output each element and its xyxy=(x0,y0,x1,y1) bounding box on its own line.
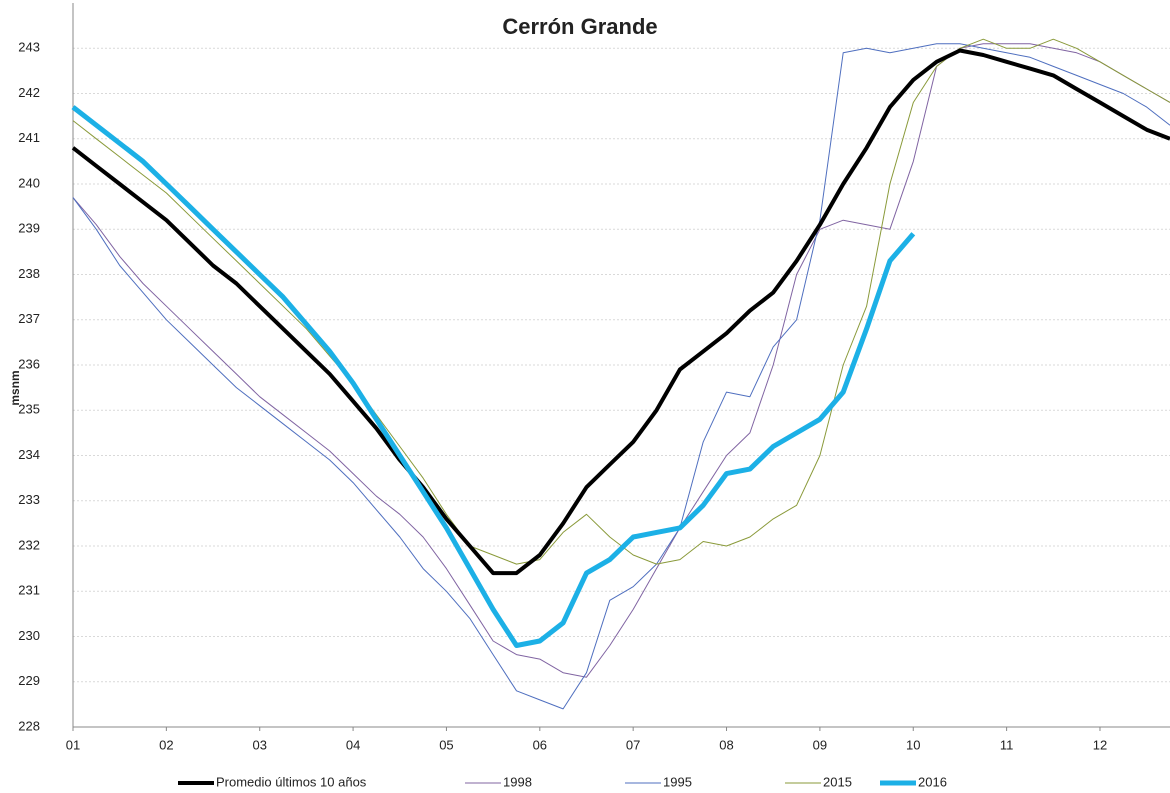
x-tick-label: 02 xyxy=(159,737,173,752)
y-tick-label: 241 xyxy=(18,130,40,145)
series-line xyxy=(71,48,1170,576)
x-tick-label: 06 xyxy=(533,737,547,752)
y-tick-label: 229 xyxy=(18,673,40,688)
y-tick-label: 243 xyxy=(18,40,40,55)
y-tick-label: 232 xyxy=(18,537,40,552)
y-tick-label: 230 xyxy=(18,628,40,643)
x-tick-label: 03 xyxy=(252,737,266,752)
y-tick-label: 235 xyxy=(18,402,40,417)
legend-label: 1998 xyxy=(503,774,532,789)
y-tick-label: 228 xyxy=(18,718,40,733)
y-tick-label: 234 xyxy=(18,447,40,462)
series-line xyxy=(71,105,916,648)
y-tick-label: 231 xyxy=(18,583,40,598)
legend-label: 2016 xyxy=(918,774,947,789)
series-line xyxy=(72,43,1170,710)
legend-label: 1995 xyxy=(663,774,692,789)
series-line xyxy=(72,38,1170,565)
y-tick-label: 236 xyxy=(18,356,40,371)
y-tick-label: 238 xyxy=(18,266,40,281)
x-tick-label: 07 xyxy=(626,737,640,752)
x-tick-label: 10 xyxy=(906,737,920,752)
x-tick-label: 12 xyxy=(1093,737,1107,752)
x-tick-label: 09 xyxy=(813,737,827,752)
x-tick-label: 01 xyxy=(66,737,80,752)
x-tick-label: 04 xyxy=(346,737,360,752)
x-tick-label: 08 xyxy=(719,737,733,752)
legend-label: Promedio últimos 10 años xyxy=(216,774,367,789)
y-tick-label: 239 xyxy=(18,221,40,236)
x-tick-label: 11 xyxy=(1000,737,1014,752)
y-tick-label: 233 xyxy=(18,492,40,507)
y-tick-label: 240 xyxy=(18,175,40,190)
x-tick-label: 05 xyxy=(439,737,453,752)
legend-label: 2015 xyxy=(823,774,852,789)
series-line xyxy=(72,43,1170,678)
y-axis-label: msnm xyxy=(8,370,22,405)
y-tick-label: 242 xyxy=(18,85,40,100)
chart-title: Cerrón Grande xyxy=(502,14,657,39)
y-tick-label: 237 xyxy=(18,311,40,326)
